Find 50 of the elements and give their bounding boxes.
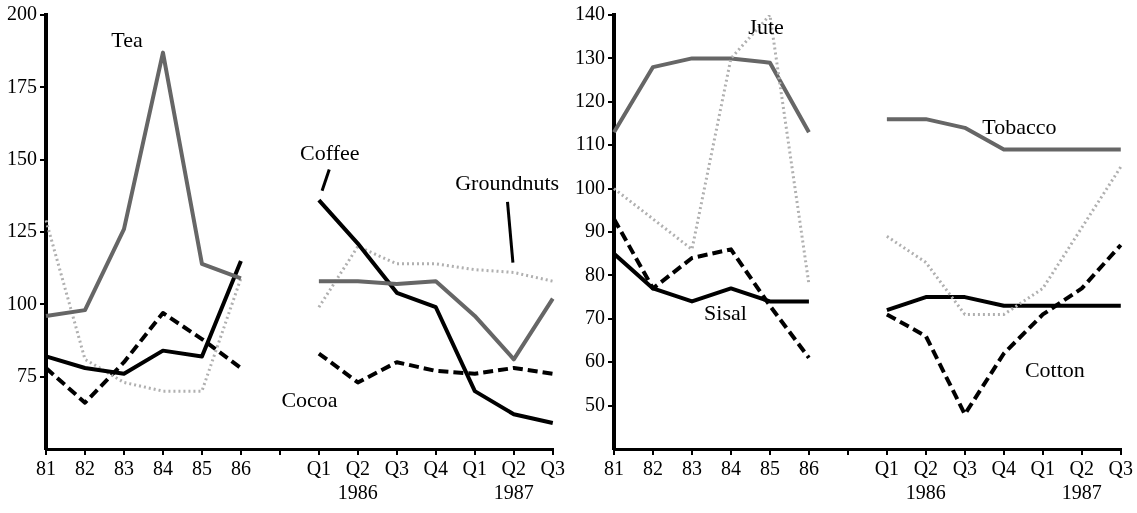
- x-tick-label: 81: [604, 457, 624, 480]
- series-label: Sisal: [704, 300, 747, 326]
- series-label: Tea: [111, 26, 144, 52]
- x-tick-label: Q1: [306, 457, 332, 480]
- y-tick-label: 100: [7, 291, 37, 314]
- x-tick-label: Q1: [874, 457, 900, 480]
- x-tick-label: Q3: [952, 457, 978, 480]
- x-tick-label: 84: [720, 457, 741, 480]
- x-tick-label: 83: [681, 457, 702, 480]
- y-tick-label: 120: [575, 89, 605, 112]
- x-tick-label: Q2 1987: [1061, 457, 1102, 504]
- x-tick-label: 82: [642, 457, 663, 480]
- x-tick-label: 81: [36, 457, 56, 480]
- y-tick-label: 130: [575, 45, 605, 68]
- x-tick-label: Q2 1986: [337, 457, 378, 504]
- y-tick-label: 70: [585, 306, 605, 329]
- x-tick-label: 85: [191, 457, 212, 480]
- x-tick-label: Q4: [991, 457, 1017, 480]
- x-tick-label: 82: [74, 457, 95, 480]
- x-tick-label: Q3: [1108, 457, 1133, 480]
- y-tick-label: 140: [575, 2, 605, 25]
- x-tick-label: 86: [798, 457, 819, 480]
- x-tick-label: 84: [152, 457, 173, 480]
- series-label: Cotton: [1024, 356, 1085, 382]
- y-tick-label: 150: [7, 146, 37, 169]
- y-tick-label: 200: [7, 2, 37, 25]
- y-tick-label: 90: [585, 219, 605, 242]
- x-tick-label: Q1: [1030, 457, 1056, 480]
- y-tick-label: 75: [17, 363, 37, 386]
- y-tick-label: 100: [575, 175, 605, 198]
- x-tick-label: Q2 1987: [493, 457, 534, 504]
- text: Groundnuts: [455, 170, 560, 196]
- series-label: Cocoa: [281, 387, 338, 413]
- x-tick-label: 86: [230, 457, 251, 480]
- x-tick-label: Q3: [384, 457, 410, 480]
- x-tick-label: Q3: [540, 457, 565, 480]
- y-tick-label: 80: [585, 262, 605, 285]
- y-tick-label: 125: [7, 219, 37, 242]
- x-tick-label: Q4: [423, 457, 449, 480]
- x-tick-label: 83: [113, 457, 134, 480]
- series-label: Tobacco: [982, 113, 1057, 139]
- y-tick-label: 50: [585, 392, 605, 415]
- y-tick-label: 175: [7, 74, 37, 97]
- y-tick-label: 110: [575, 132, 605, 155]
- y-tick-label: 60: [585, 349, 605, 372]
- x-tick-label: Q1: [462, 457, 488, 480]
- x-tick-label: Q2 1986: [905, 457, 946, 504]
- x-tick-label: 85: [759, 457, 780, 480]
- series-label: Coffee: [300, 139, 360, 165]
- series-label: Jute: [748, 13, 784, 39]
